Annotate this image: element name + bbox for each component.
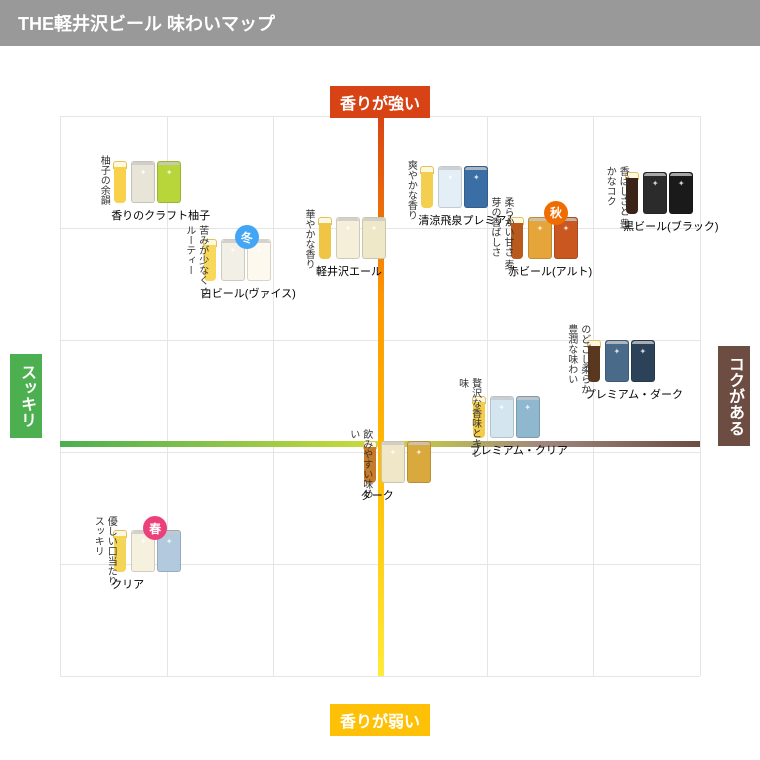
item-desc: 優しい口当たり スッキリ — [91, 516, 117, 592]
item-desc: 香ばしさと 豊かなコク — [603, 166, 629, 234]
beer-can-icon: ✦ — [336, 217, 360, 259]
item-name: 赤ビール(アルト) — [508, 263, 592, 279]
beer-can-icon: ✦ — [516, 396, 540, 438]
beer-can-icon: ✦ — [669, 172, 693, 214]
item-desc: 苦みが少なく フルーティー — [183, 225, 209, 301]
beer-can-icon: ✦ — [157, 161, 181, 203]
item-desc: のどごし柔らか 豊潤な味わい — [565, 324, 591, 402]
item-name: 白ビール(ヴァイス) — [201, 285, 296, 301]
header: THE軽井沢ビール 味わいマップ — [0, 0, 760, 46]
item-craft-yuzu: ✦✦香りのクラフト柚子柚子の余韻 — [111, 161, 210, 223]
item-name: 香りのクラフト柚子 — [111, 207, 210, 223]
beer-can-icon: ✦ — [438, 166, 462, 208]
y-axis — [378, 116, 384, 676]
product-visual: ✦✦ — [316, 217, 386, 259]
beer-can-icon: ✦ — [605, 340, 629, 382]
beer-can-icon: ✦ — [464, 166, 488, 208]
item-black: ✦✦黒ビール(ブラック)香ばしさと 豊かなコク — [623, 172, 718, 234]
flavor-map: 香りが強い 香りが弱い スッキリ コクがある ✦✦香りのクラフト柚子柚子の余韻✦… — [0, 46, 760, 746]
item-clear: ✦✦クリア優しい口当たり スッキリ春 — [111, 530, 181, 592]
axis-label-left: スッキリ — [10, 354, 42, 438]
beer-can-icon: ✦ — [528, 217, 552, 259]
beer-can-icon: ✦ — [490, 396, 514, 438]
axis-label-right: コクがある — [718, 346, 750, 446]
beer-can-icon: ✦ — [631, 340, 655, 382]
beer-glass-icon — [316, 217, 334, 259]
beer-glass-icon — [418, 166, 436, 208]
beer-can-icon: ✦ — [381, 441, 405, 483]
axis-label-bottom: 香りが弱い — [330, 704, 430, 736]
item-desc: 柚子の余韻 — [97, 155, 110, 205]
beer-can-icon: ✦ — [131, 161, 155, 203]
beer-can-icon: ✦ — [407, 441, 431, 483]
item-dark: ✦✦ダーク飲みやすい味わい — [361, 441, 431, 503]
item-name: クリア — [111, 576, 181, 592]
item-name: 軽井沢エール — [316, 263, 386, 279]
item-desc: 柔らかい甘さ 麦芽の香ばしさ — [488, 197, 514, 279]
axis-label-top: 香りが強い — [330, 86, 430, 118]
product-visual: ✦✦ — [111, 161, 210, 203]
product-visual: ✦✦ — [585, 340, 683, 382]
beer-glass-icon — [111, 161, 129, 203]
item-name: 黒ビール(ブラック) — [623, 218, 718, 234]
item-name: プレミアム・ダーク — [585, 386, 683, 402]
season-badge-autumn: 秋 — [544, 201, 568, 225]
item-desc: 贅沢な香味とキレ味 — [456, 378, 482, 458]
page-title: THE軽井沢ビール 味わいマップ — [18, 14, 275, 34]
item-premium-clear: ✦✦プレミアム・クリア贅沢な香味とキレ味 — [470, 396, 568, 458]
item-ale: ✦✦軽井沢エール華やかな香り — [316, 217, 386, 279]
item-alt: ✦✦赤ビール(アルト)柔らかい甘さ 麦芽の香ばしさ秋 — [508, 217, 592, 279]
item-name: プレミアム・クリア — [470, 442, 568, 458]
item-weiss: ✦✦白ビール(ヴァイス)苦みが少なく フルーティー冬 — [201, 239, 296, 301]
item-desc: 飲みやすい味わい — [347, 429, 373, 503]
season-badge-winter: 冬 — [235, 225, 259, 249]
product-visual: ✦✦ — [470, 396, 568, 438]
product-visual: ✦✦ — [623, 172, 718, 214]
item-premium-dark: ✦✦プレミアム・ダークのどごし柔らか 豊潤な味わい — [585, 340, 683, 402]
beer-can-icon: ✦ — [362, 217, 386, 259]
beer-can-icon: ✦ — [643, 172, 667, 214]
item-desc: 華やかな香り — [302, 209, 315, 269]
item-desc: 爽やかな香り — [404, 160, 417, 220]
